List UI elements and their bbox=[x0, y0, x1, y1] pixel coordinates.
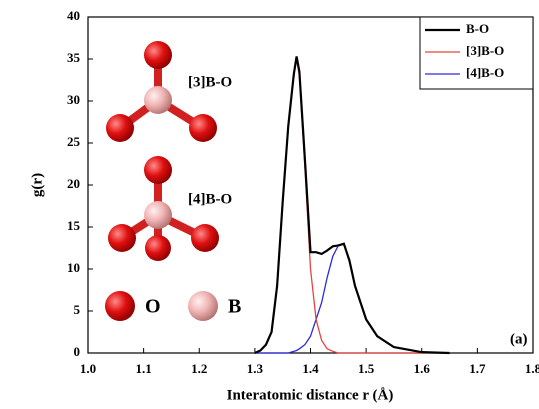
x-axis-label: Interatomic distance r (Å) bbox=[227, 387, 394, 403]
y-tick-label: 10 bbox=[67, 260, 80, 275]
annotation: (a) bbox=[510, 331, 528, 347]
x-tick-label: 1.2 bbox=[191, 361, 207, 376]
legend-label: [4]B-O bbox=[466, 65, 504, 80]
x-tick-label: 1.8 bbox=[525, 361, 539, 376]
molecule-4 bbox=[108, 156, 219, 261]
y-tick-label: 20 bbox=[67, 176, 80, 191]
y-tick-label: 0 bbox=[74, 344, 81, 359]
y-tick-label: 5 bbox=[74, 302, 81, 317]
inset-label: [4]B-O bbox=[188, 191, 232, 207]
x-tick-label: 1.7 bbox=[469, 361, 486, 376]
chart: [3]B-O [4]B-O O B (a) Interatomic distan… bbox=[0, 0, 539, 409]
y-tick-label: 15 bbox=[67, 218, 81, 233]
y-tick-label: 30 bbox=[67, 92, 80, 107]
o-ball bbox=[105, 291, 135, 321]
y-tick-label: 35 bbox=[67, 50, 81, 65]
x-tick-label: 1.4 bbox=[302, 361, 319, 376]
x-tick-label: 1.1 bbox=[136, 361, 152, 376]
inset-label: [3]B-O bbox=[188, 74, 232, 90]
molecule-3 bbox=[106, 41, 217, 142]
y-tick-label: 40 bbox=[67, 8, 80, 23]
y-tick-label: 25 bbox=[67, 134, 81, 149]
x-tick-label: 1.5 bbox=[358, 361, 375, 376]
b-ball bbox=[188, 291, 218, 321]
x-tick-label: 1.6 bbox=[414, 361, 431, 376]
x-tick-label: 1.0 bbox=[80, 361, 96, 376]
series-line bbox=[255, 244, 450, 353]
legend-label: B-O bbox=[466, 21, 489, 36]
inset-label: O bbox=[145, 296, 161, 318]
y-axis-label: g(r) bbox=[29, 173, 45, 197]
legend-label: [3]B-O bbox=[466, 43, 504, 58]
inset-label: B bbox=[228, 296, 241, 318]
series-line bbox=[255, 56, 450, 353]
x-tick-label: 1.3 bbox=[247, 361, 264, 376]
series-line bbox=[255, 59, 450, 353]
